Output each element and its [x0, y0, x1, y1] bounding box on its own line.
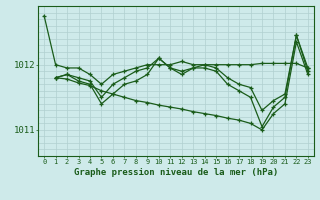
X-axis label: Graphe pression niveau de la mer (hPa): Graphe pression niveau de la mer (hPa) [74, 168, 278, 177]
